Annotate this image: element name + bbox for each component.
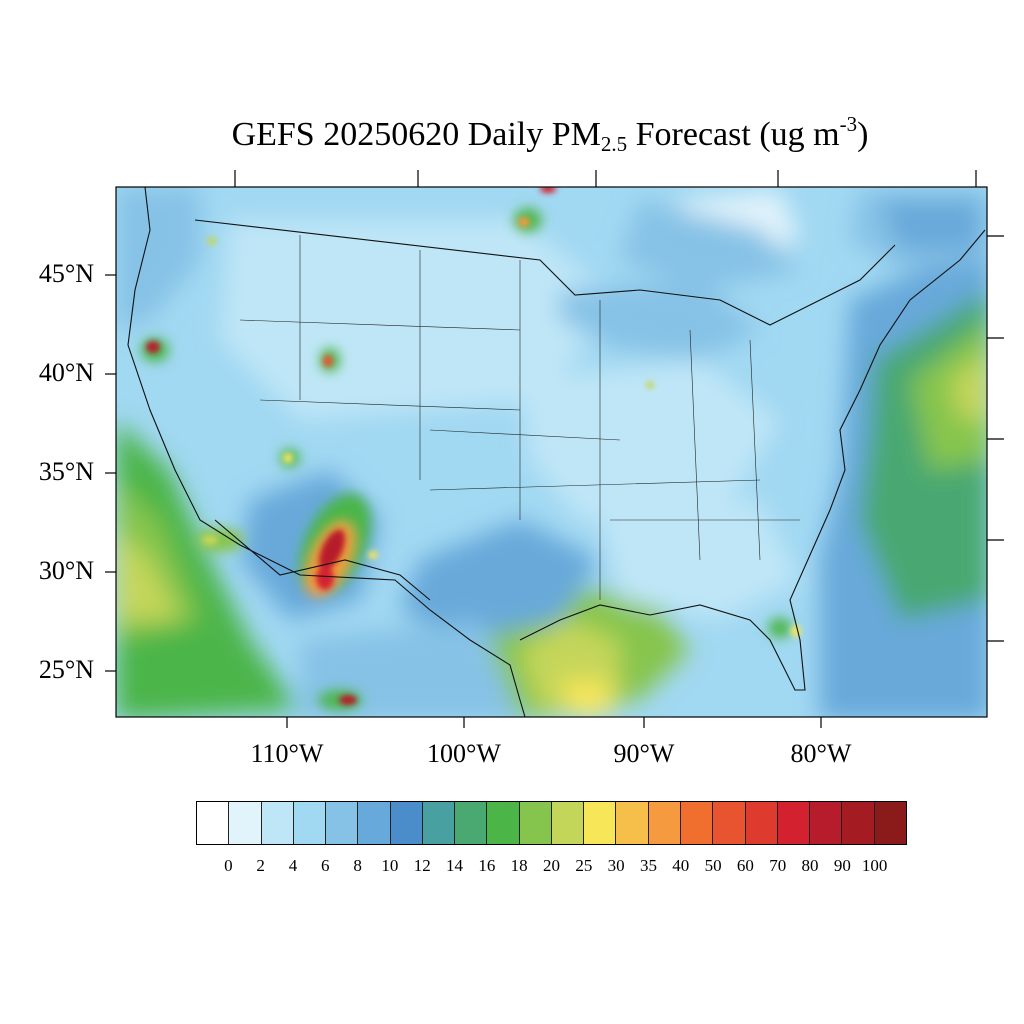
border-canada <box>194 219 896 326</box>
colorbar-box <box>228 802 261 844</box>
colorbar-label: 40 <box>672 856 690 875</box>
map-title: GEFS 20250620 Daily PM2.5 Forecast (ug m… <box>231 112 869 156</box>
colorbar-label: 20 <box>543 856 560 875</box>
lon-label-90w: 90°W <box>613 739 675 768</box>
colorbar-box <box>197 802 229 844</box>
lat-label-40n: 40°N <box>38 358 94 387</box>
colorbar-box <box>550 802 584 844</box>
colorbar-box <box>325 802 358 844</box>
coastline-east <box>519 229 986 691</box>
colorbar-label: 25 <box>575 856 593 875</box>
state-lines-horizontal <box>239 319 800 521</box>
colorbar-box <box>486 802 519 844</box>
colorbar-label: 14 <box>446 856 464 875</box>
colorbar-box <box>615 802 648 844</box>
colorbar-box <box>583 802 616 844</box>
colorbar-label: 80 <box>801 856 819 875</box>
colorbar-label: 8 <box>353 856 362 875</box>
colorbar-label: 2 <box>256 856 265 875</box>
colorbar-label: 100 <box>861 856 888 875</box>
colorbar-box <box>518 802 551 844</box>
colorbar-box <box>809 802 842 844</box>
colorbar-label: 50 <box>704 856 722 875</box>
colorbar-box <box>260 802 293 844</box>
colorbar-box <box>679 802 713 844</box>
colorbar-box <box>873 802 906 844</box>
lon-label-80w: 80°W <box>790 739 852 768</box>
coastline-west <box>127 187 526 717</box>
colorbar-label: 10 <box>381 856 399 875</box>
colorbar-box <box>292 802 326 844</box>
colorbar-label: 12 <box>413 856 431 875</box>
colorbar-label: 4 <box>288 856 298 875</box>
colorbar-box <box>712 802 745 844</box>
colorbar-box <box>421 802 455 844</box>
colorbar-label: 6 <box>321 856 330 875</box>
colorbar-box <box>647 802 680 844</box>
colorbar <box>196 801 907 845</box>
map-ticks <box>105 170 1004 728</box>
colorbar-box <box>454 802 487 844</box>
colorbar-label: 90 <box>833 856 851 875</box>
lat-label-45n: 45°N <box>38 259 94 288</box>
map-frame <box>115 186 988 718</box>
colorbar-label: 0 <box>224 856 233 875</box>
colorbar-label: 30 <box>607 856 625 875</box>
state-lines-vertical <box>299 235 761 600</box>
colorbar-box <box>389 802 422 844</box>
lon-label-100w: 100°W <box>427 739 501 768</box>
pm25-field <box>116 187 987 717</box>
colorbar-label: 70 <box>769 856 787 875</box>
colorbar-box <box>841 802 874 844</box>
colorbar-label: 60 <box>736 856 754 875</box>
colorbar-box <box>744 802 777 844</box>
colorbar-label: 16 <box>478 856 496 875</box>
lat-label-35n: 35°N <box>38 457 94 486</box>
lon-label-110w: 110°W <box>250 739 324 768</box>
colorbar-labels: 0 2 4 6 8 10 12 14 16 18 20 25 30 35 40 50 60 70 80 90 100 <box>196 856 907 880</box>
lat-label-25n: 25°N <box>38 655 94 684</box>
colorbar-box <box>357 802 390 844</box>
colorbar-label: 35 <box>639 856 657 875</box>
border-mexico <box>214 519 431 601</box>
lat-label-30n: 30°N <box>38 556 94 585</box>
colorbar-box <box>776 802 810 844</box>
colorbar-label: 18 <box>510 856 528 875</box>
